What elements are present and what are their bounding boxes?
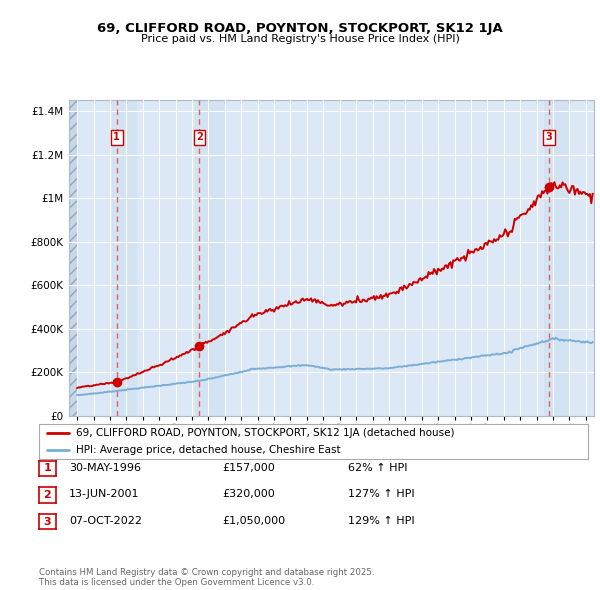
Bar [69, 100, 77, 416]
Text: 1: 1 [44, 464, 51, 473]
Text: 3: 3 [546, 132, 553, 142]
Text: 1: 1 [113, 132, 120, 142]
Bar [194, 100, 224, 416]
Bar [69, 100, 77, 416]
Text: 07-OCT-2022: 07-OCT-2022 [69, 516, 142, 526]
Text: £1,050,000: £1,050,000 [222, 516, 285, 526]
Text: 69, CLIFFORD ROAD, POYNTON, STOCKPORT, SK12 1JA: 69, CLIFFORD ROAD, POYNTON, STOCKPORT, S… [97, 22, 503, 35]
Text: 69, CLIFFORD ROAD, POYNTON, STOCKPORT, SK12 1JA (detached house): 69, CLIFFORD ROAD, POYNTON, STOCKPORT, S… [76, 428, 455, 438]
Text: 13-JUN-2001: 13-JUN-2001 [69, 490, 139, 499]
Text: £320,000: £320,000 [222, 490, 275, 499]
Bar [112, 100, 136, 416]
Text: 2: 2 [44, 490, 51, 500]
Text: Contains HM Land Registry data © Crown copyright and database right 2025.
This d: Contains HM Land Registry data © Crown c… [39, 568, 374, 587]
Text: Price paid vs. HM Land Registry's House Price Index (HPI): Price paid vs. HM Land Registry's House … [140, 34, 460, 44]
Bar [544, 100, 569, 416]
Text: 62% ↑ HPI: 62% ↑ HPI [348, 463, 407, 473]
Text: 3: 3 [44, 517, 51, 526]
Text: 129% ↑ HPI: 129% ↑ HPI [348, 516, 415, 526]
Text: 30-MAY-1996: 30-MAY-1996 [69, 463, 141, 473]
Text: £157,000: £157,000 [222, 463, 275, 473]
Text: HPI: Average price, detached house, Cheshire East: HPI: Average price, detached house, Ches… [76, 445, 341, 455]
Text: 127% ↑ HPI: 127% ↑ HPI [348, 490, 415, 499]
Text: 2: 2 [196, 132, 203, 142]
